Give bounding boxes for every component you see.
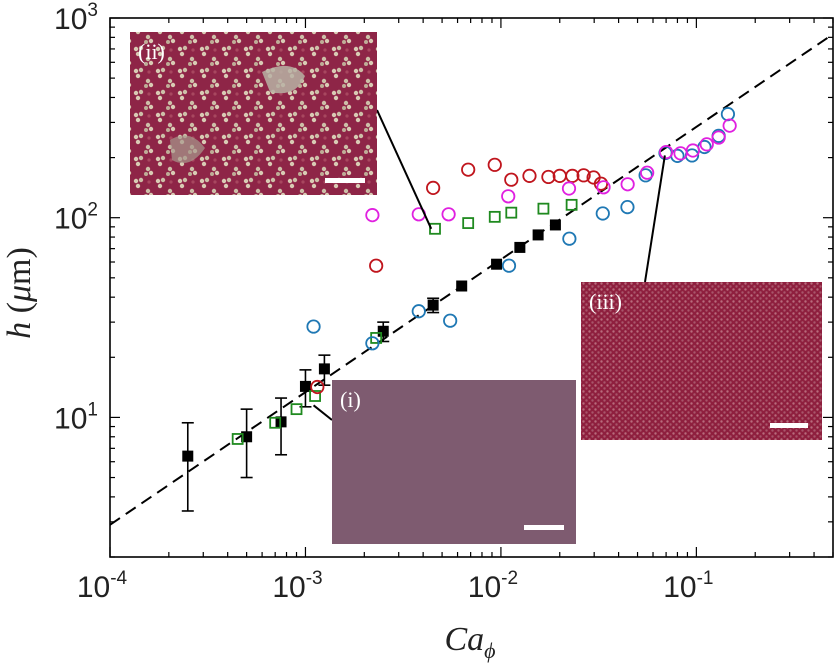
data-point-filled-square bbox=[182, 450, 194, 462]
x-tick-label: 10-2 bbox=[468, 568, 518, 604]
data-point-filled-square bbox=[514, 241, 526, 253]
inset-label: (ii) bbox=[138, 39, 165, 64]
data-point-open-circle bbox=[562, 231, 577, 246]
inset-ii-void bbox=[262, 65, 305, 94]
data-point-open-circle bbox=[620, 200, 635, 215]
data-point-open-circle bbox=[659, 145, 674, 160]
data-point-filled-square bbox=[491, 258, 503, 270]
data-point-filled-square bbox=[532, 229, 544, 241]
inset-ii: (ii) bbox=[130, 32, 433, 230]
scale-bar bbox=[524, 525, 564, 530]
data-point-open-circle bbox=[369, 258, 384, 273]
data-point-open-circle bbox=[441, 207, 456, 222]
y-tick-label: 102 bbox=[54, 200, 98, 236]
y-axis-title: h (μm) bbox=[1, 247, 38, 339]
data-point-open-circle bbox=[501, 258, 517, 273]
data-point-open-circle bbox=[365, 336, 380, 351]
data-point-open-square bbox=[269, 416, 282, 429]
data-point-open-square bbox=[429, 222, 441, 235]
data-point-open-circle bbox=[561, 181, 577, 196]
y-tick-label: 103 bbox=[54, 0, 98, 36]
data-point-open-circle bbox=[722, 118, 737, 133]
data-point-open-circle bbox=[504, 172, 519, 187]
inset-image bbox=[332, 380, 576, 544]
scale-bar bbox=[325, 178, 365, 183]
data-point-open-circle bbox=[720, 107, 736, 122]
inset-i: (i) bbox=[312, 380, 576, 544]
data-point-filled-square bbox=[377, 325, 389, 337]
axes: 10-4 10-3 10-2 10-1 101 102 103 bbox=[54, 0, 834, 604]
data-point-filled-square bbox=[318, 363, 330, 375]
data-point-open-square bbox=[565, 198, 578, 211]
inset-image bbox=[130, 32, 377, 195]
inset-pointer-line bbox=[644, 155, 666, 283]
inset-label: (iii) bbox=[589, 289, 622, 314]
data-point-open-circle bbox=[685, 143, 701, 158]
data-point-open-circle bbox=[596, 180, 611, 195]
data-point-open-circle bbox=[411, 304, 426, 319]
data-point-open-circle bbox=[576, 168, 591, 183]
data-point-open-square bbox=[462, 217, 475, 229]
data-point-filled-square bbox=[241, 431, 253, 443]
inset-ii-void bbox=[170, 135, 205, 164]
scale-bar bbox=[770, 423, 808, 428]
x-tick-label: 10-1 bbox=[663, 568, 713, 604]
data-point-filled-square bbox=[549, 219, 561, 231]
data-point-open-circle bbox=[443, 313, 458, 328]
data-point-open-square bbox=[537, 202, 550, 215]
inset-image bbox=[581, 282, 822, 440]
y-tick-label: 101 bbox=[54, 399, 98, 435]
data-point-open-circle bbox=[365, 208, 380, 223]
inset-label: (i) bbox=[340, 387, 361, 412]
x-tick-label: 10-4 bbox=[77, 568, 128, 604]
fit-line bbox=[110, 33, 833, 526]
x-tick-label: 10-3 bbox=[272, 568, 322, 604]
data-point-open-square bbox=[505, 206, 518, 219]
data-point-open-circle bbox=[620, 177, 635, 192]
data-point-open-circle bbox=[501, 189, 516, 204]
plot-area bbox=[110, 33, 833, 526]
data-point-filled-square bbox=[299, 380, 311, 392]
data-point-filled-square bbox=[456, 280, 468, 292]
data-point-open-circle bbox=[711, 130, 726, 145]
data-point-open-circle bbox=[595, 206, 610, 221]
inset-pointer-line bbox=[312, 404, 333, 421]
data-point-open-circle bbox=[306, 319, 321, 334]
data-point-open-square bbox=[231, 433, 244, 445]
data-point-filled-square bbox=[427, 299, 439, 311]
data-point-open-circle bbox=[487, 157, 502, 172]
plot-frame bbox=[109, 17, 834, 558]
x-axis-title: Caϕ bbox=[444, 621, 495, 663]
data-point-open-square bbox=[309, 390, 321, 402]
data-point-open-circle bbox=[673, 146, 688, 161]
data-point-open-circle bbox=[541, 169, 556, 185]
data-point-open-circle bbox=[640, 165, 655, 180]
data-point-open-circle bbox=[461, 162, 476, 177]
inset-iii: (iii) bbox=[581, 155, 822, 440]
data-group bbox=[110, 33, 833, 526]
insets: (i) (ii) (iii) bbox=[130, 32, 822, 544]
data-point-open-square bbox=[488, 210, 501, 223]
data-point-open-circle bbox=[565, 168, 580, 183]
data-point-open-square bbox=[290, 403, 303, 416]
inset-pointer-line bbox=[376, 109, 433, 230]
data-point-open-circle bbox=[593, 176, 609, 191]
data-point-open-circle bbox=[426, 180, 441, 196]
data-point-open-circle bbox=[699, 137, 714, 152]
data-point-open-circle bbox=[522, 168, 537, 183]
data-point-open-circle bbox=[310, 379, 325, 395]
